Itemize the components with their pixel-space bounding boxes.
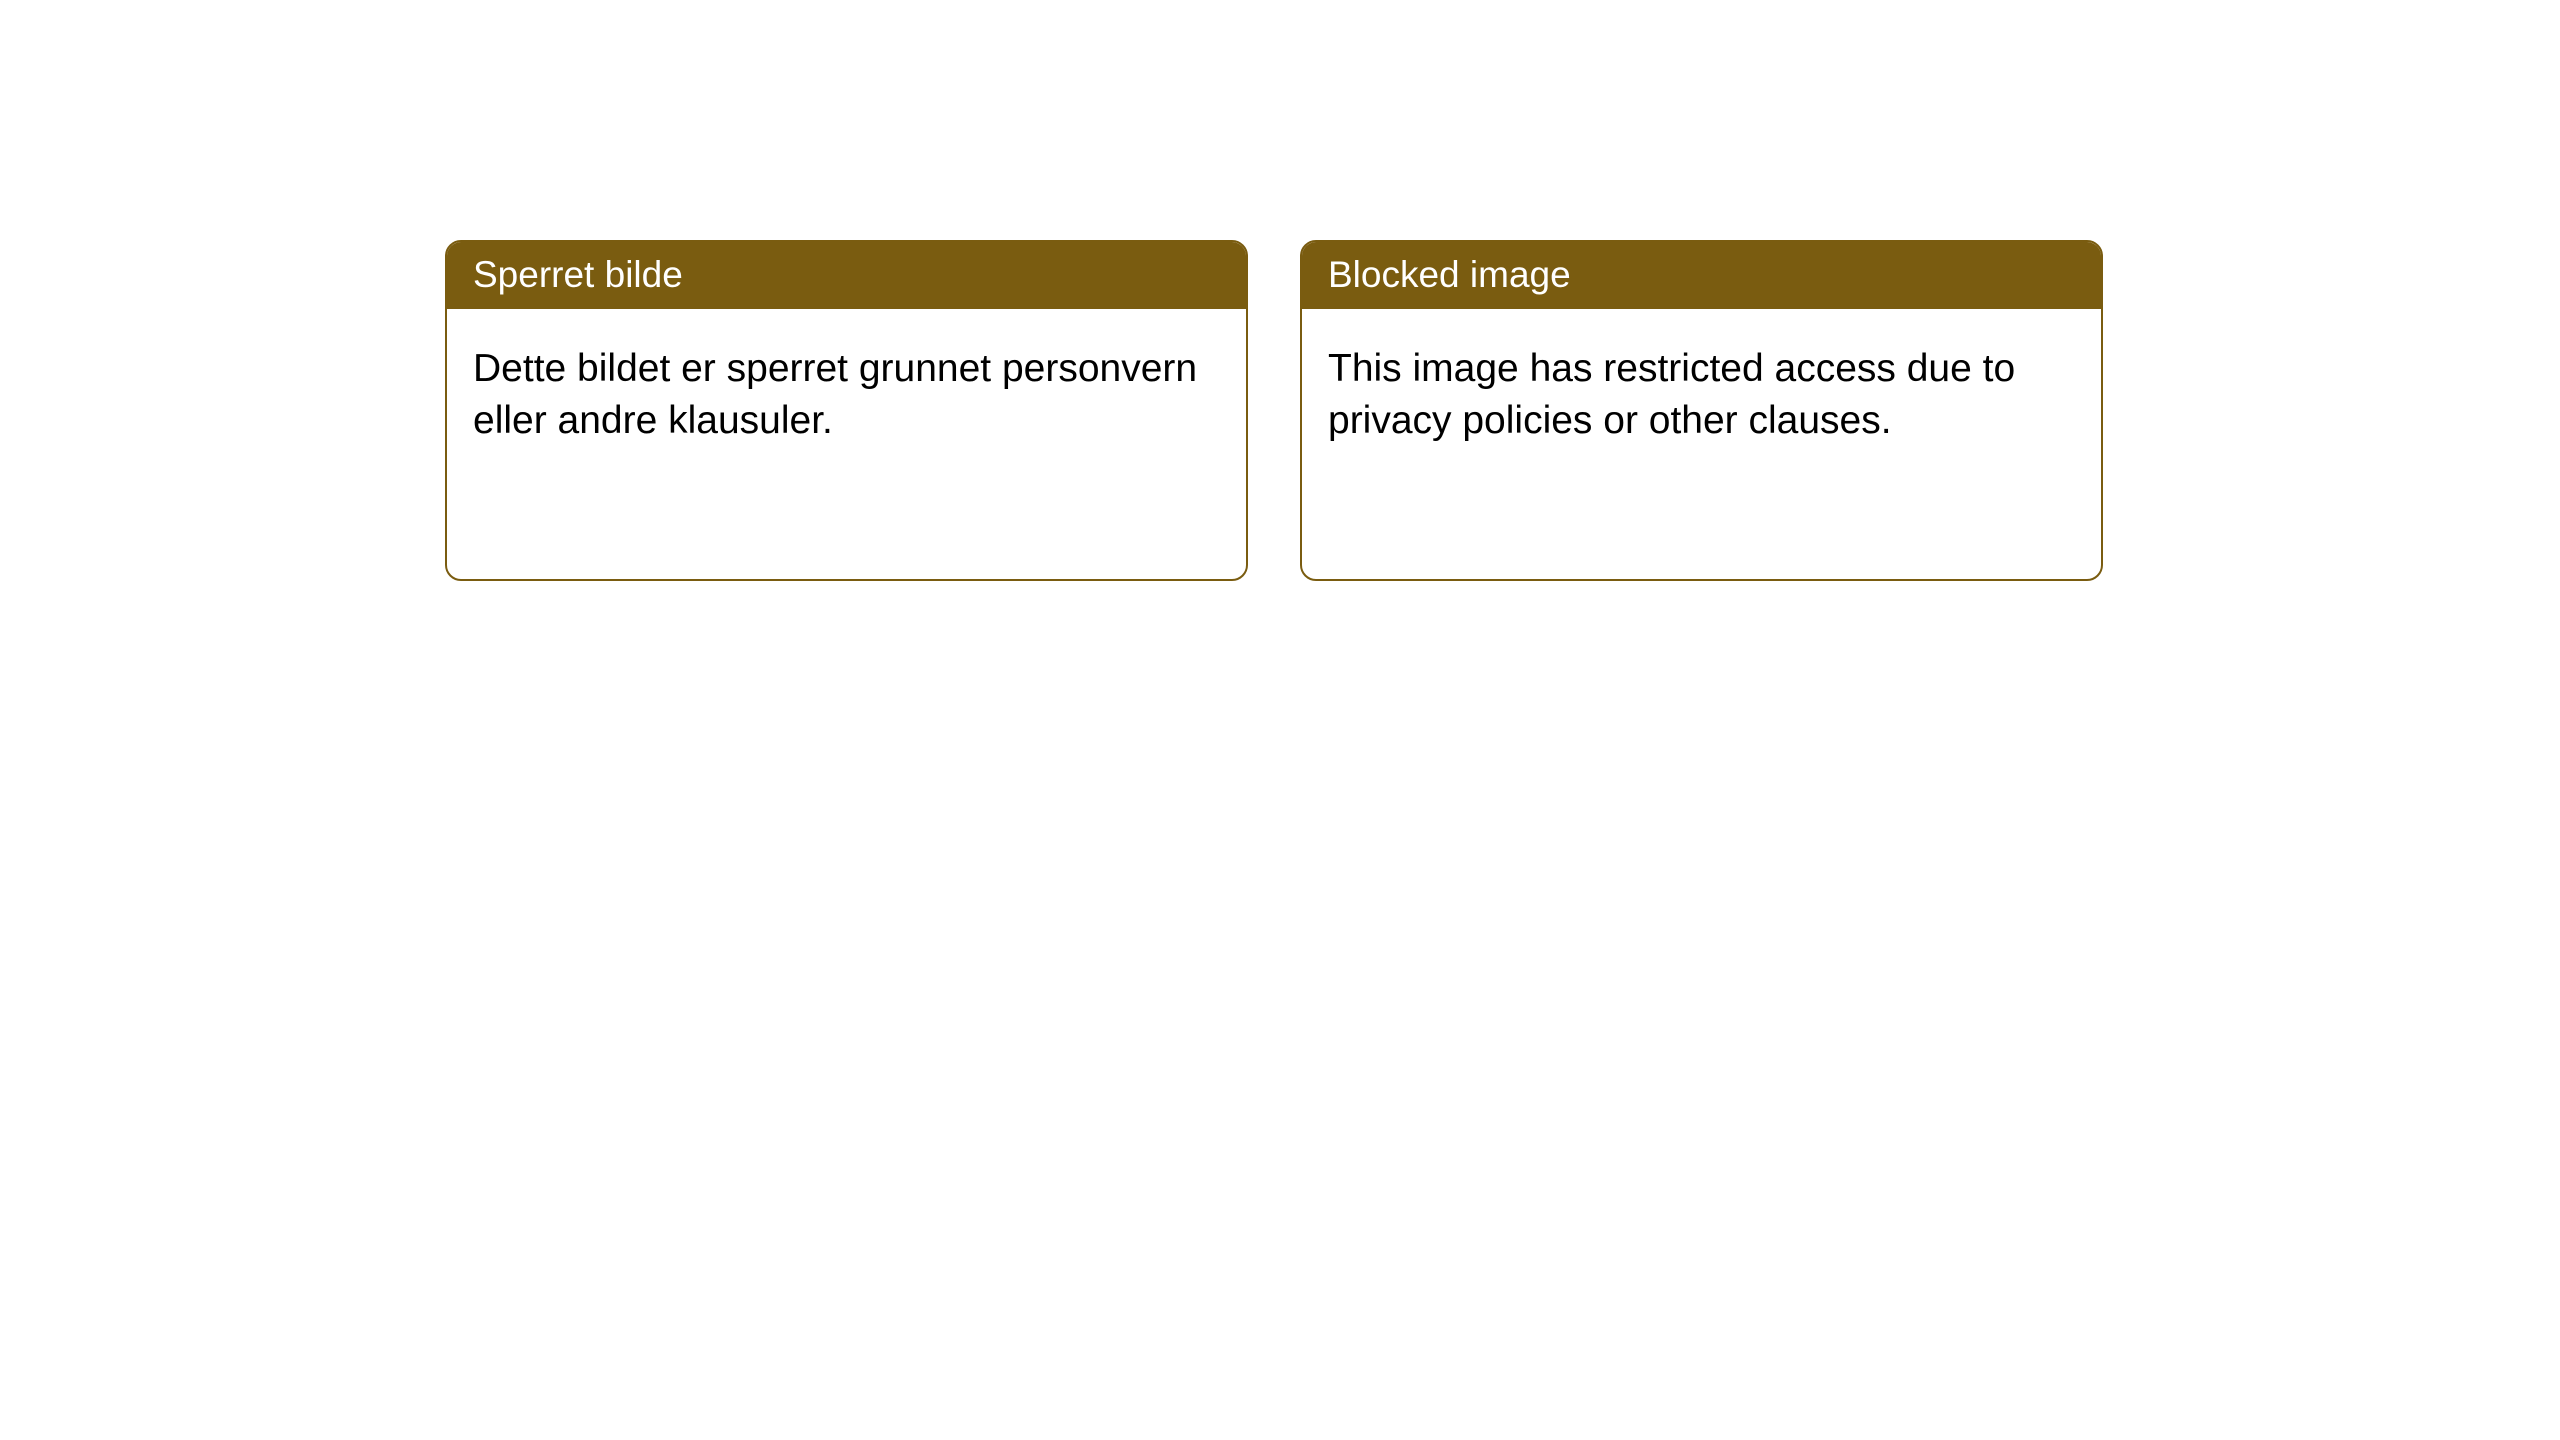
blocked-image-card-en: Blocked image This image has restricted … [1300,240,2103,581]
blocked-image-card-no: Sperret bilde Dette bildet er sperret gr… [445,240,1248,581]
card-header-no: Sperret bilde [447,242,1246,309]
card-header-en: Blocked image [1302,242,2101,309]
card-body-en: This image has restricted access due to … [1302,309,2101,579]
notice-cards-container: Sperret bilde Dette bildet er sperret gr… [445,240,2103,581]
card-body-no: Dette bildet er sperret grunnet personve… [447,309,1246,579]
